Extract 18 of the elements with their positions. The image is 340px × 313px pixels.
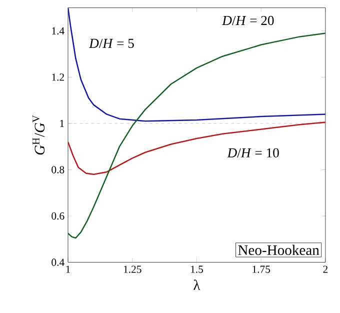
y-tick-label: 1.2 — [52, 74, 64, 81]
series-label: D/H = 5 — [88, 38, 134, 48]
x-tick-label: 1.5 — [190, 266, 203, 274]
x-axis-title: λ — [194, 280, 200, 290]
x-tick-label: 1 — [66, 266, 70, 273]
series-label: D/H = 10 — [227, 148, 279, 158]
y-tick-label: 0.8 — [52, 166, 64, 174]
y-tick-label: 0.6 — [52, 212, 64, 220]
y-axis-title: G$^{H}$/G$^{V}$ — [32, 115, 45, 155]
y-tick-label: 0.4 — [52, 258, 64, 266]
series-label: D/H = 20 — [222, 16, 274, 26]
x-tick-label: 2 — [323, 266, 328, 273]
y-tick-label: 1.4 — [52, 27, 64, 35]
y-tick-label: 1 — [60, 120, 64, 128]
x-tick-label: 1.75 — [252, 266, 270, 274]
annotation: Neo-Hookean — [238, 244, 320, 256]
line-series — [68, 8, 326, 122]
x-tick-label: 1.25 — [124, 266, 142, 274]
